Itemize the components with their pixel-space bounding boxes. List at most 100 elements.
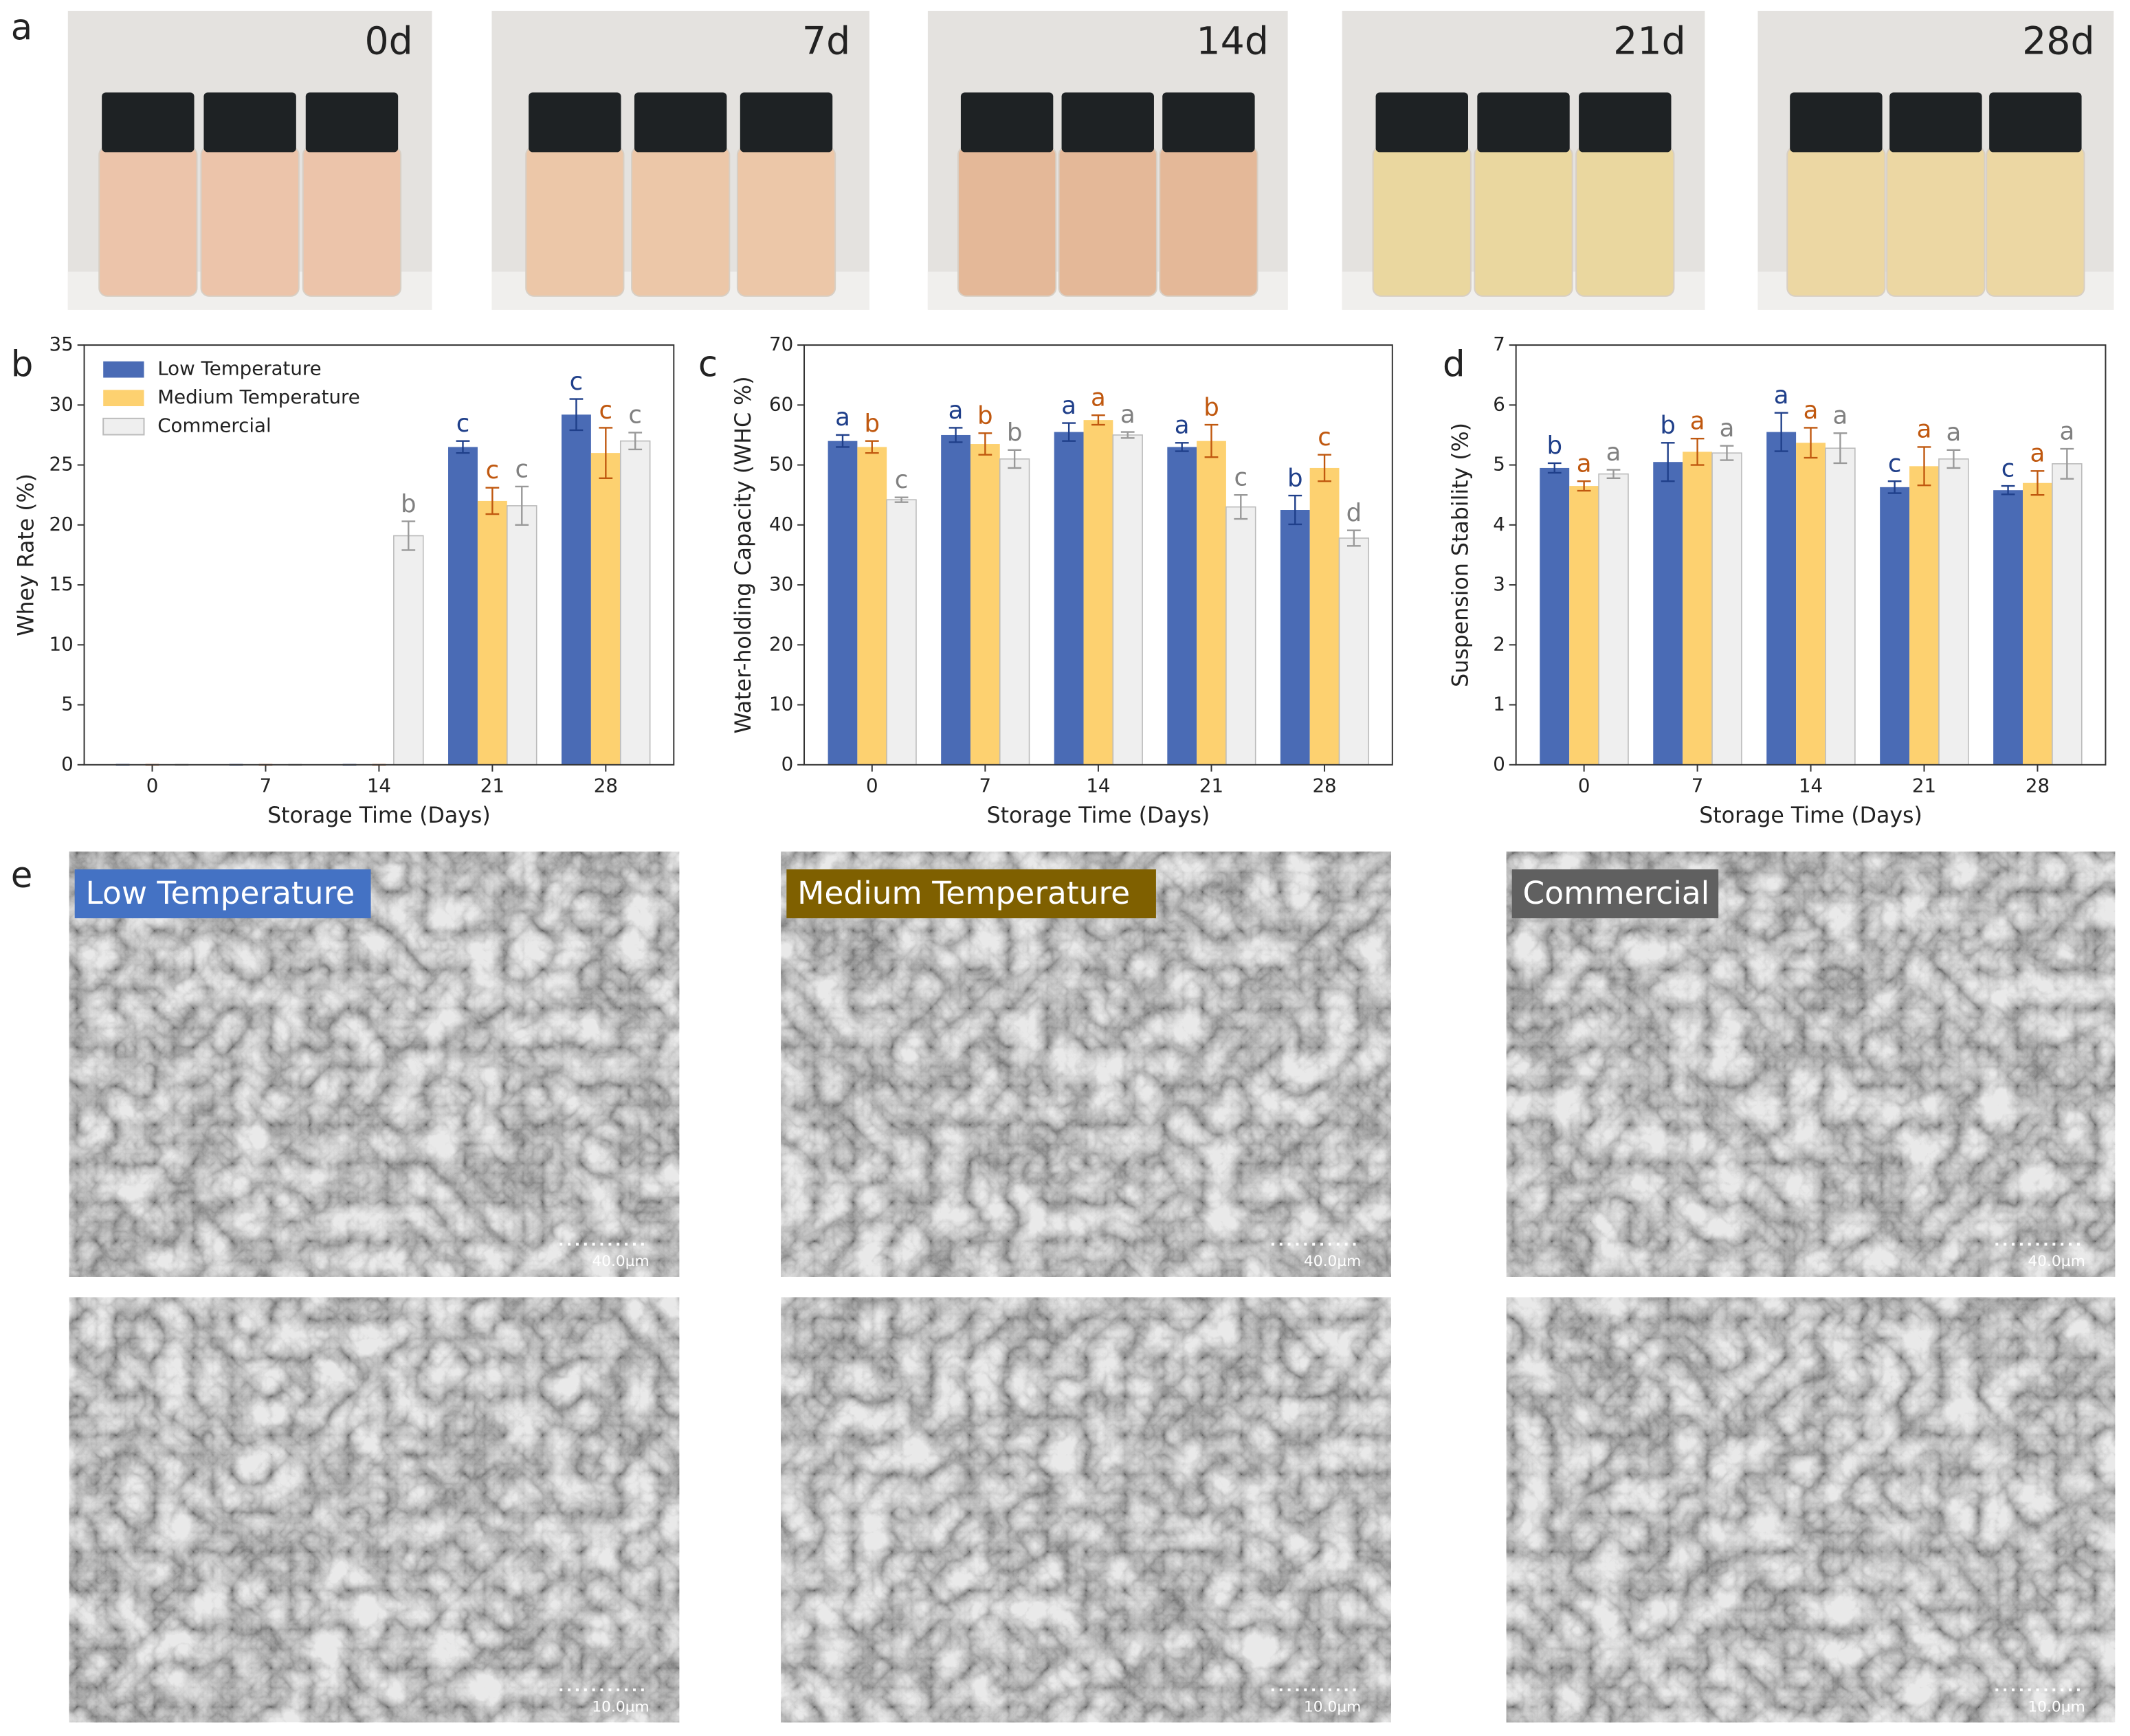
significance-label: a: [1946, 419, 1961, 447]
error-bar: [569, 398, 584, 432]
sample-label: Medium Temperature: [797, 875, 1130, 911]
error-bar: [1917, 446, 1931, 487]
vial-body: [1886, 146, 1986, 297]
error-bar: [978, 432, 992, 456]
vial-body: [525, 146, 625, 297]
significance-label: b: [977, 402, 993, 430]
error-bar: [1577, 480, 1591, 492]
bar: [1309, 467, 1340, 765]
significance-label: a: [1577, 449, 1592, 478]
bar: [1880, 487, 1910, 765]
bar: [941, 434, 970, 765]
legend-label: Low Temperature: [157, 357, 321, 380]
vial-cap: [1989, 92, 2082, 153]
significance-label: a: [1061, 392, 1076, 420]
error-bar: [2060, 447, 2074, 480]
bar: [1825, 447, 1856, 766]
bar: [970, 444, 1000, 765]
error-bar: [894, 496, 909, 503]
y-tick-label: 20: [769, 632, 793, 655]
error-bar: [1887, 480, 1902, 494]
vial-cap: [634, 92, 727, 153]
bar: [1280, 510, 1310, 765]
significance-label: a: [835, 403, 850, 432]
photo-label: 14d: [1196, 19, 1269, 63]
significance-label: a: [1606, 438, 1621, 467]
x-tick-label: 0: [866, 774, 878, 797]
y-tick-label: 5: [61, 693, 74, 715]
y-tick-label: 15: [49, 572, 74, 595]
bar: [2052, 463, 2083, 766]
plot-frame: [1515, 344, 2107, 766]
error-bar: [1661, 442, 1675, 482]
y-tick-label: 30: [49, 392, 74, 415]
bar: [1167, 447, 1197, 765]
bar: [1540, 467, 1570, 765]
sample-label: Low Temperature: [86, 875, 355, 911]
vial-cap: [1375, 92, 1468, 153]
y-tick-label: 1: [1493, 693, 1505, 715]
scale-bar-label: 10.0µm: [1304, 1698, 1361, 1715]
scale-bar-label: 40.0µm: [592, 1253, 649, 1270]
x-tick-label: 14: [1799, 774, 1823, 797]
bar: [393, 535, 424, 766]
vial-cap: [305, 92, 399, 153]
x-axis-label: Storage Time (Days): [987, 803, 1210, 828]
sample-label: Commercial: [1523, 875, 1710, 911]
plot-frame: [83, 344, 675, 766]
bar: [886, 499, 917, 766]
y-axis-label: Whey Rate (%): [14, 474, 39, 636]
bar: [477, 500, 507, 765]
vial-cap: [203, 92, 296, 153]
x-tick-label: 21: [480, 774, 504, 797]
vial-body: [1986, 146, 2085, 297]
significance-label: c: [1318, 423, 1331, 452]
y-tick-label: 0: [61, 753, 74, 775]
error-bar: [1720, 445, 1734, 461]
legend-swatch: [102, 417, 145, 436]
error-bar: [1234, 494, 1248, 520]
significance-label: a: [1804, 397, 1819, 425]
plot-frame: [803, 344, 1393, 766]
vial-cap: [1477, 92, 1570, 153]
significance-label: a: [2059, 417, 2074, 445]
sample-label-bg: [786, 869, 1156, 919]
x-tick-label: 14: [1086, 774, 1110, 797]
error-bar: [401, 520, 416, 551]
significance-label: a: [1120, 401, 1135, 429]
vial-body: [302, 146, 402, 297]
bar: [1598, 473, 1629, 766]
scale-bar-label: 10.0µm: [592, 1698, 649, 1715]
x-tick-label: 0: [146, 774, 159, 797]
y-tick-label: 0: [781, 753, 794, 775]
vial-body: [200, 146, 300, 297]
bar: [561, 414, 591, 765]
panel-letter: c: [698, 344, 718, 386]
error-bar: [1946, 449, 1961, 469]
significance-label: a: [1917, 416, 1932, 444]
significance-label: c: [1234, 463, 1248, 491]
scale-bar-label: 10.0µm: [2028, 1698, 2085, 1715]
significance-label: b: [864, 410, 880, 438]
significance-label: b: [401, 490, 417, 518]
bar: [828, 441, 858, 765]
vial-body: [1058, 146, 1157, 297]
significance-label: c: [599, 397, 613, 425]
y-axis-label: Water-holding Capacity (WHC %): [731, 376, 756, 733]
y-tick-label: 0: [1493, 753, 1505, 775]
sample-label-bg: [1511, 869, 1719, 919]
bar: [1796, 443, 1826, 765]
y-tick-label: 60: [769, 392, 793, 415]
y-tick-label: 30: [769, 572, 793, 595]
vial-cap: [1162, 92, 1255, 153]
significance-label: b: [1007, 419, 1023, 447]
error-bar: [628, 432, 643, 451]
significance-label: c: [486, 456, 500, 485]
vial-body: [736, 146, 836, 297]
y-tick-label: 25: [49, 453, 74, 476]
sem-image: [69, 1297, 680, 1723]
bar: [507, 505, 537, 766]
x-tick-label: 28: [1312, 774, 1336, 797]
bar: [1338, 537, 1370, 766]
